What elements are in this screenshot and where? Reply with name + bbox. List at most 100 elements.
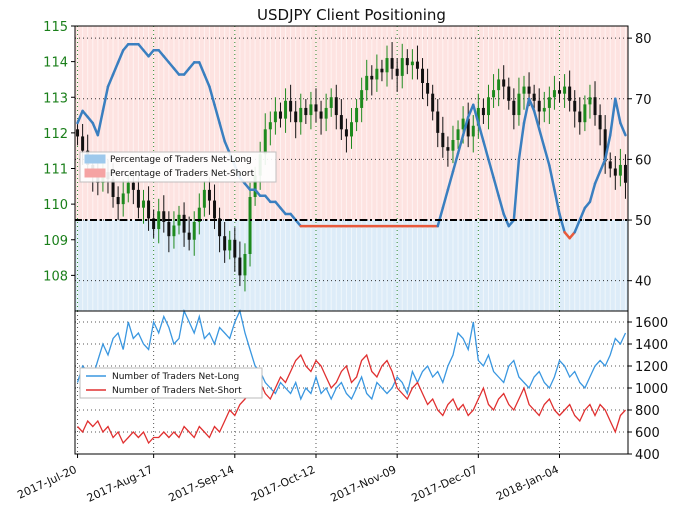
candle-body — [395, 68, 399, 76]
candle-body — [400, 58, 404, 76]
positioning-line-segment — [101, 85, 110, 113]
positioning-line-segment — [111, 61, 120, 76]
candle-body — [147, 200, 151, 219]
candle-body — [380, 68, 384, 73]
positioning-line-segment — [548, 164, 556, 191]
candle-body — [243, 254, 247, 276]
candle-body — [187, 232, 191, 240]
positioning-line-segment — [614, 97, 622, 125]
positioning-line-segment — [553, 188, 561, 216]
candle-body — [218, 218, 222, 237]
positioning-line-segment — [76, 109, 84, 125]
positioning-line-segment — [507, 218, 516, 228]
x-tick-label: 2018-Jan-04 — [494, 463, 561, 503]
x-tick-label: 2017-Dec-07 — [410, 463, 480, 505]
candle-body — [456, 129, 460, 140]
positioning-line-segment — [121, 42, 130, 52]
right-tick-label: 80 — [635, 32, 652, 47]
right-tick-label: 1200 — [635, 360, 668, 375]
right-tick-label: 60 — [635, 153, 652, 168]
candle-body — [121, 193, 125, 205]
positioning-line-segment — [182, 67, 191, 76]
legend-label: Percentage of Traders Net-Short — [110, 169, 255, 179]
candle-body — [76, 129, 80, 137]
positioning-line-segment — [116, 49, 125, 64]
candle-body — [228, 239, 232, 251]
candle-body — [497, 79, 501, 91]
positioning-line-segment — [543, 146, 551, 167]
right-tick-label: 600 — [635, 426, 660, 441]
candle-body — [278, 111, 282, 119]
candle-body — [152, 218, 156, 230]
legend-box — [79, 151, 277, 183]
candle-body — [375, 68, 379, 80]
candle-body — [324, 107, 328, 119]
candle-body — [410, 61, 414, 66]
candle-body — [405, 58, 409, 66]
right-tick-label: 1600 — [635, 316, 668, 331]
candle-body — [284, 100, 288, 119]
positioning-line-segment — [568, 230, 576, 240]
x-tick-label: 2017-Oct-12 — [249, 463, 317, 504]
x-tick-label: 2017-Sep-14 — [167, 463, 237, 505]
positioning-line-segment — [167, 61, 176, 70]
x-tick-label: 2017-Aug-17 — [85, 463, 155, 505]
candle-body — [547, 97, 551, 108]
positioning-line-segment — [593, 170, 602, 185]
positioning-line-segment — [603, 133, 612, 161]
right-tick-label: 50 — [635, 214, 652, 229]
x-tick-label: 2017-Jul-20 — [15, 463, 78, 502]
candle-body — [192, 221, 196, 240]
price-legend: Percentage of Traders Net-Long Percentage… — [79, 151, 277, 183]
positioning-line-segment — [487, 158, 495, 179]
positioning-line-segment — [451, 152, 460, 173]
candle-body — [426, 83, 430, 94]
positioning-line-segment — [441, 188, 450, 210]
left-tick-label: 109 — [43, 234, 68, 249]
candle-body — [238, 257, 242, 276]
candle-body — [141, 200, 145, 208]
candle-body — [319, 111, 323, 119]
right-tick-label: 40 — [635, 275, 652, 290]
positioning-line-segment — [492, 176, 500, 198]
positioning-line-segment — [157, 49, 166, 58]
candle-body — [182, 214, 186, 233]
candle-body — [537, 100, 541, 112]
candle-body — [339, 115, 343, 130]
candle-body — [213, 200, 217, 219]
positioning-line-segment — [294, 218, 303, 228]
candle-body — [385, 58, 389, 73]
candle-body — [360, 90, 364, 108]
candle-body — [623, 164, 627, 183]
x-tick-label: 2017-Nov-09 — [328, 463, 398, 505]
legend-swatch — [84, 168, 106, 178]
series-line-net-long — [76, 308, 627, 401]
candle-body — [532, 93, 536, 101]
positioning-line-segment — [527, 97, 536, 113]
candle-body — [466, 118, 470, 137]
candle-body — [268, 122, 272, 130]
positioning-line-segment — [253, 188, 262, 198]
candle-body — [390, 58, 394, 69]
positioning-line-segment — [522, 97, 531, 125]
right-tick-label: 800 — [635, 404, 660, 419]
candle-body — [512, 100, 516, 116]
right-tick-label: 1000 — [635, 382, 668, 397]
positioning-line-segment — [608, 97, 617, 137]
candle-body — [415, 61, 419, 69]
candle-body — [451, 140, 455, 151]
right-tick-label: 400 — [635, 448, 660, 463]
positioning-line-segment — [137, 42, 145, 52]
left-tick-label: 114 — [43, 56, 68, 71]
left-tick-label: 111 — [43, 163, 68, 178]
legend-box — [79, 367, 263, 399]
candle-body — [471, 125, 475, 137]
positioning-line-segment — [477, 121, 485, 143]
left-tick-label: 110 — [43, 198, 68, 213]
positioning-line-segment — [588, 182, 597, 204]
positioning-line-segment — [208, 85, 216, 107]
price-panel: 108 109 110 111 112 113 114 115 40 50 60 70 80 Percen… — [43, 20, 652, 312]
positioning-line-segment — [203, 73, 211, 88]
candle-body — [558, 90, 562, 94]
